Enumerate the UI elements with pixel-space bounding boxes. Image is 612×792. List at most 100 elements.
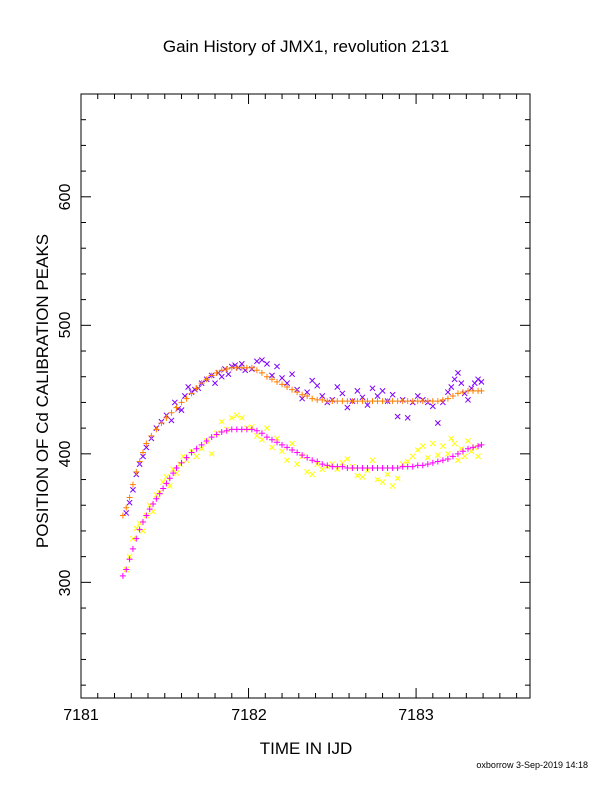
data-point xyxy=(451,440,458,447)
data-point xyxy=(208,434,215,441)
data-point xyxy=(133,468,140,475)
data-point xyxy=(344,464,351,471)
data-point xyxy=(444,455,451,462)
data-point xyxy=(160,485,167,492)
data-point xyxy=(419,398,426,405)
data-point xyxy=(448,384,455,390)
data-point xyxy=(133,525,140,532)
data-point xyxy=(424,461,431,468)
data-point xyxy=(429,459,436,466)
data-point xyxy=(203,437,210,444)
data-point xyxy=(248,426,255,433)
data-point xyxy=(168,409,175,416)
data-point xyxy=(478,441,485,448)
data-point xyxy=(268,376,275,383)
data-point xyxy=(454,390,461,397)
data-point xyxy=(299,391,306,398)
data-point xyxy=(419,443,426,450)
data-point xyxy=(414,462,421,469)
data-point xyxy=(334,398,341,405)
data-point xyxy=(404,458,411,465)
data-point xyxy=(409,398,416,405)
data-point xyxy=(319,466,326,473)
data-point xyxy=(319,396,326,403)
data-point xyxy=(404,414,411,421)
data-point xyxy=(173,470,180,477)
data-point xyxy=(369,464,376,471)
data-point xyxy=(304,393,311,399)
data-point xyxy=(394,398,401,405)
data-point xyxy=(163,480,170,487)
y-tick-label-600: 600 xyxy=(57,184,74,211)
data-point xyxy=(444,450,451,457)
data-point xyxy=(188,390,195,397)
data-point xyxy=(404,463,411,470)
data-point xyxy=(304,389,311,396)
data-point xyxy=(439,396,446,403)
data-point xyxy=(389,464,396,471)
data-point xyxy=(458,380,465,387)
data-point xyxy=(339,459,346,466)
data-point xyxy=(203,376,210,383)
data-point xyxy=(314,396,321,403)
data-point xyxy=(339,390,346,397)
data-point xyxy=(238,360,245,367)
data-point xyxy=(166,483,173,489)
data-point xyxy=(223,427,230,434)
data-point xyxy=(429,403,436,410)
data-point xyxy=(369,398,376,405)
data-point xyxy=(168,417,175,424)
data-point xyxy=(449,453,456,460)
data-point xyxy=(153,495,160,502)
data-point xyxy=(404,398,411,405)
y-axis-label: POSITION OF Cd CALIBRATION PEAKS xyxy=(33,234,52,548)
data-point xyxy=(439,457,446,464)
data-point xyxy=(354,387,361,394)
data-point xyxy=(218,428,225,435)
data-point xyxy=(434,458,441,465)
data-point xyxy=(136,458,143,465)
data-point xyxy=(364,402,371,408)
y-tick-label-300: 300 xyxy=(57,570,74,597)
data-point xyxy=(394,464,401,471)
data-point xyxy=(319,461,326,468)
data-point xyxy=(374,476,381,483)
data-point xyxy=(208,372,215,379)
data-point xyxy=(324,398,331,405)
data-point xyxy=(269,372,275,379)
data-point xyxy=(449,393,456,399)
x-axis-label: TIME IN IJD xyxy=(260,739,353,758)
data-point xyxy=(146,506,153,513)
data-point xyxy=(455,457,461,464)
data-point xyxy=(389,398,396,405)
data-point xyxy=(294,449,301,456)
data-point xyxy=(429,440,436,447)
data-point xyxy=(119,572,126,579)
data-point xyxy=(409,463,416,470)
data-point xyxy=(354,398,361,405)
data-point xyxy=(349,398,356,405)
plot-frame xyxy=(80,93,531,699)
data-point xyxy=(309,395,316,402)
data-point xyxy=(268,436,275,443)
data-point xyxy=(344,456,351,462)
data-point xyxy=(455,369,461,376)
footer-credit: oxborrow 3-Sep-2019 14:18 xyxy=(476,760,588,770)
chart-title: Gain History of JMX1, revolution 2131 xyxy=(163,37,449,56)
data-point xyxy=(139,518,146,525)
data-point xyxy=(379,387,386,394)
data-point xyxy=(178,459,185,466)
data-point xyxy=(212,380,218,387)
data-point xyxy=(140,453,146,460)
data-point xyxy=(129,481,136,488)
data-point xyxy=(213,369,220,376)
data-point xyxy=(274,435,280,442)
data-point xyxy=(354,464,361,471)
data-point xyxy=(274,378,281,385)
data-point xyxy=(233,412,240,419)
data-point xyxy=(153,426,160,433)
data-point xyxy=(140,527,146,534)
data-point xyxy=(208,450,215,457)
data-point xyxy=(188,449,195,456)
